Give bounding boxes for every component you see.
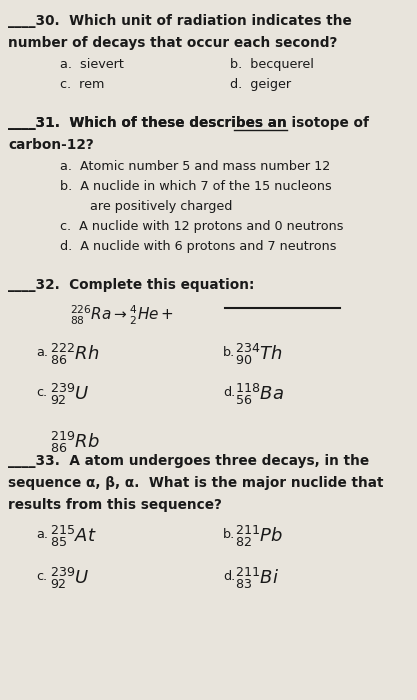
Text: c.  A nuclide with 12 protons and 0 neutrons: c. A nuclide with 12 protons and 0 neutr… bbox=[60, 220, 344, 233]
Text: a.: a. bbox=[36, 528, 48, 541]
Text: c.  rem: c. rem bbox=[60, 78, 104, 91]
Text: $^{215}_{85}At$: $^{215}_{85}At$ bbox=[50, 524, 97, 549]
Text: ____30.  Which unit of radiation indicates the: ____30. Which unit of radiation indicate… bbox=[8, 14, 352, 28]
Text: ____32.  Complete this equation:: ____32. Complete this equation: bbox=[8, 278, 254, 292]
Text: ____31.  Which of these describes an: ____31. Which of these describes an bbox=[8, 116, 291, 130]
Text: sequence α, β, α.  What is the major nuclide that: sequence α, β, α. What is the major nucl… bbox=[8, 476, 384, 490]
Text: a.: a. bbox=[36, 346, 48, 359]
Text: d.  geiger: d. geiger bbox=[230, 78, 291, 91]
Text: $^{239}_{92}U$: $^{239}_{92}U$ bbox=[50, 566, 90, 591]
Text: a.  sievert: a. sievert bbox=[60, 58, 124, 71]
Text: d.  A nuclide with 6 protons and 7 neutrons: d. A nuclide with 6 protons and 7 neutro… bbox=[60, 240, 337, 253]
Text: c.: c. bbox=[36, 386, 47, 399]
Text: are positively charged: are positively charged bbox=[90, 200, 232, 213]
Text: $^{211}_{83}Bi$: $^{211}_{83}Bi$ bbox=[235, 566, 279, 591]
Text: $^{211}_{82}Pb$: $^{211}_{82}Pb$ bbox=[235, 524, 283, 549]
Text: b.  becquerel: b. becquerel bbox=[230, 58, 314, 71]
Text: $^{118}_{56}Ba$: $^{118}_{56}Ba$ bbox=[235, 382, 284, 407]
Text: c.: c. bbox=[36, 570, 47, 583]
Text: $^{222}_{86}Rh$: $^{222}_{86}Rh$ bbox=[50, 342, 99, 367]
Text: b.  A nuclide in which 7 of the 15 nucleons: b. A nuclide in which 7 of the 15 nucleo… bbox=[60, 180, 332, 193]
Text: b.: b. bbox=[223, 346, 235, 359]
Text: results from this sequence?: results from this sequence? bbox=[8, 498, 222, 512]
Text: $^{234}_{90}Th$: $^{234}_{90}Th$ bbox=[235, 342, 283, 367]
Text: number of decays that occur each second?: number of decays that occur each second? bbox=[8, 36, 337, 50]
Text: d.: d. bbox=[223, 386, 235, 399]
Text: carbon-12?: carbon-12? bbox=[8, 138, 94, 152]
Text: $^{219}_{86}Rb$: $^{219}_{86}Rb$ bbox=[50, 430, 100, 455]
Text: $^{239}_{92}U$: $^{239}_{92}U$ bbox=[50, 382, 90, 407]
Text: d.: d. bbox=[223, 570, 235, 583]
Text: b.: b. bbox=[223, 528, 235, 541]
Text: $^{226}_{88}Ra \rightarrow ^{4}_{2}He +$: $^{226}_{88}Ra \rightarrow ^{4}_{2}He +$ bbox=[70, 304, 174, 327]
Text: ____31.  Which of these describes an isotope of: ____31. Which of these describes an isot… bbox=[8, 116, 369, 130]
Text: a.  Atomic number 5 and mass number 12: a. Atomic number 5 and mass number 12 bbox=[60, 160, 330, 173]
Text: ____33.  A atom undergoes three decays, in the: ____33. A atom undergoes three decays, i… bbox=[8, 454, 369, 468]
